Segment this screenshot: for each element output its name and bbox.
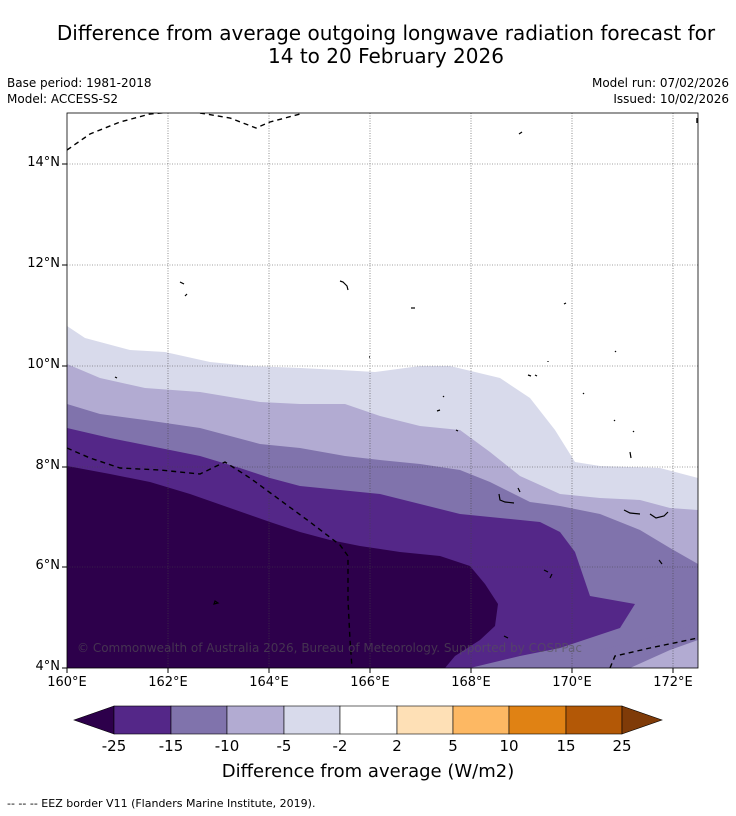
colorbar-tick: -25 [101, 737, 127, 755]
eez-borders [67, 113, 698, 668]
colorbar-tick: -15 [158, 737, 184, 755]
lon-label-170e: 170°E [552, 675, 592, 690]
map-title: Difference from average outgoing longwav… [0, 22, 736, 68]
colorbar-seg-minus15-minus10 [170, 705, 228, 735]
model-run: Model run: 07/02/2026 [591, 76, 729, 90]
colorbar-tick: -5 [276, 737, 292, 755]
issued-date: Issued: 10/02/2026 [613, 92, 729, 106]
colorbar-tick: 25 [612, 737, 632, 755]
colorbar-tick: 2 [392, 737, 402, 755]
lon-label-168e: 168°E [451, 675, 491, 690]
lon-label-164e: 164°E [249, 675, 289, 690]
colorbar-tick: -2 [332, 737, 348, 755]
colorbar-extend-low [73, 705, 115, 735]
islands [114, 131, 669, 639]
meta-left: Base period: 1981-2018 Model: ACCESS-S2 [7, 75, 152, 107]
graticule [67, 113, 698, 668]
colorbar-seg-minus10-minus5 [226, 705, 285, 735]
colorbar-seg-2-5 [396, 705, 454, 735]
colorbar-tick: 15 [556, 737, 576, 755]
title-line-1: Difference from average outgoing longwav… [56, 21, 716, 45]
lon-label-160e: 160°E [47, 675, 87, 690]
colorbar-seg-minus25-minus15 [113, 705, 172, 735]
lat-label-14n: 14°N [27, 155, 60, 170]
copyright-notice: © Commonwealth of Australia 2026, Bureau… [77, 641, 582, 655]
colorbar-seg-minus2-2 [339, 705, 398, 735]
colorbar-seg-5-10 [452, 705, 510, 735]
colorbar-title: Difference from average (W/m2) [221, 761, 515, 782]
lat-label-4n: 4°N [35, 659, 61, 674]
colorbar-seg-minus5-minus2 [283, 705, 341, 735]
contour-band-minus10-minus5-corner [630, 640, 698, 668]
colorbar-tick: 10 [499, 737, 519, 755]
map-area [67, 113, 698, 668]
colorbar-extend-high [621, 705, 663, 735]
colorbar-seg-15-25 [565, 705, 623, 735]
lat-label-8n: 8°N [35, 458, 61, 473]
meta-right: Model run: 07/02/2026 Issued: 10/02/2026 [592, 75, 729, 107]
lat-label-12n: 12°N [27, 256, 60, 271]
axis-ticks [62, 163, 674, 673]
lon-label-166e: 166°E [350, 675, 390, 690]
base-period: Base period: 1981-2018 [7, 76, 152, 90]
colorbar [73, 705, 663, 735]
lon-label-162e: 162°E [148, 675, 188, 690]
lat-label-6n: 6°N [35, 558, 61, 573]
title-line-2: 14 to 20 February 2026 [268, 44, 504, 68]
colorbar-seg-10-15 [508, 705, 567, 735]
eez-legend-note: -- -- -- EEZ border V11 (Flanders Marine… [7, 797, 316, 810]
lat-label-10n: 10°N [27, 357, 60, 372]
model-name: Model: ACCESS-S2 [7, 92, 119, 106]
colorbar-tick: -10 [214, 737, 240, 755]
map-frame [66, 112, 699, 669]
lon-label-172e: 172°E [653, 675, 693, 690]
colorbar-tick: 5 [448, 737, 458, 755]
